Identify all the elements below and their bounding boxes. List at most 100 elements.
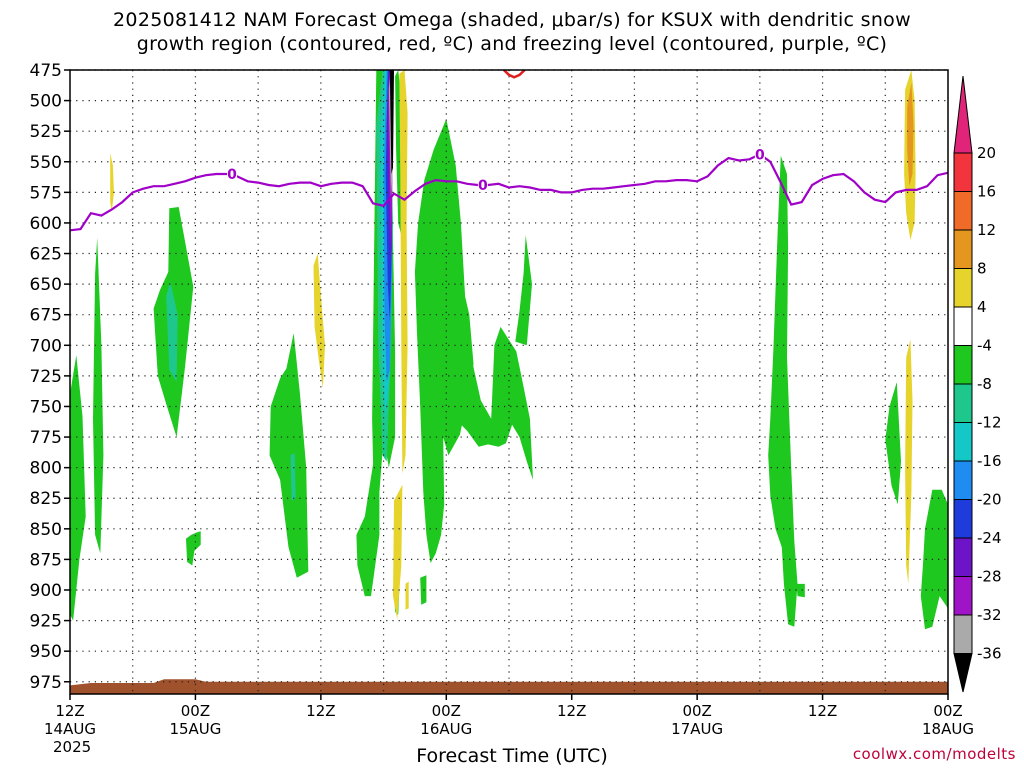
- omega-region-30: [405, 581, 409, 610]
- x-tick-time-5: 00Z: [682, 702, 711, 720]
- y-tick-label-750: 750: [30, 397, 62, 417]
- omega-region-24: [885, 382, 901, 505]
- omega-region-0: [70, 355, 86, 621]
- colorbar-swatch-9: [953, 460, 973, 500]
- colorbar-swatch-14: [953, 653, 973, 693]
- colorbar-label-5: -4: [977, 337, 992, 355]
- colorbar-label-7: -12: [977, 414, 1002, 432]
- credit-link[interactable]: coolwx.com/modelts: [852, 745, 1016, 763]
- y-tick-label-875: 875: [30, 550, 62, 570]
- x-tick-time-1: 00Z: [181, 702, 210, 720]
- y-tick-label-475: 475: [30, 61, 62, 81]
- omega-region-18: [448, 302, 533, 480]
- freezing-level-line: [70, 153, 948, 232]
- colorbar-label-10: -24: [977, 529, 1002, 547]
- ground-fill: [70, 679, 948, 694]
- x-tick-time-7: 00Z: [933, 702, 962, 720]
- x-tick-date-5: 17AUG: [671, 720, 723, 738]
- colorbar-label-13: -36: [977, 645, 1002, 663]
- x-tick-date-3: 16AUG: [420, 720, 472, 738]
- omega-region-4: [186, 531, 201, 566]
- x-tick-time-6: 12Z: [808, 702, 837, 720]
- freezing-label-bg-1: [477, 177, 488, 193]
- omega-region-19: [515, 235, 532, 346]
- y-tick-label-575: 575: [30, 183, 62, 203]
- omega-shading: [70, 70, 948, 694]
- colorbar-swatch-6: [953, 345, 973, 385]
- freezing-label-0: 0: [227, 167, 237, 183]
- x-tick-time-3: 00Z: [432, 702, 461, 720]
- colorbar-label-0: 20: [977, 144, 996, 162]
- omega-region-3: [166, 281, 178, 382]
- omega-region-20: [420, 575, 427, 605]
- omega-region-33: [905, 339, 913, 584]
- x-tick-date-7: 18AUG: [922, 720, 974, 738]
- y-tick-label-850: 850: [30, 520, 62, 540]
- chart-title: 2025081412 NAM Forecast Omega (shaded, μ…: [113, 9, 911, 31]
- y-tick-label-625: 625: [30, 245, 62, 265]
- dgz-contour: [502, 70, 526, 79]
- omega-region-22: [768, 155, 798, 627]
- colorbar-swatch-1: [953, 152, 973, 192]
- y-tick-label-800: 800: [30, 459, 62, 479]
- x-axis-title: Forecast Time (UTC): [416, 745, 608, 767]
- plot-frame: [69, 69, 949, 695]
- y-tick-label-975: 975: [30, 673, 62, 693]
- y-tick-label-700: 700: [30, 336, 62, 356]
- y-tick-label-925: 925: [30, 612, 62, 632]
- freezing-label-bg-0: [227, 166, 238, 181]
- colorbar-label-12: -32: [977, 606, 1002, 624]
- omega-region-32: [907, 82, 914, 187]
- colorbar-label-4: 4: [977, 298, 987, 316]
- y-tick-label-675: 675: [30, 306, 62, 326]
- colorbar-label-6: -8: [977, 375, 992, 393]
- omega-region-5: [269, 333, 309, 578]
- omega-region-28: [399, 70, 408, 474]
- x-tick-date-1: 15AUG: [169, 720, 221, 738]
- colorbar-label-3: 8: [977, 260, 987, 278]
- y-tick-label-725: 725: [30, 367, 62, 387]
- x-tick-time-4: 12Z: [557, 702, 586, 720]
- omega-region-17: [414, 118, 474, 564]
- colorbar: 20 16 12 8 4 -4 -8 -12 -16 -20 -24 -28 -32 -36: [953, 75, 1002, 693]
- y-tick-label-900: 900: [30, 581, 62, 601]
- y-tick-label-500: 500: [30, 92, 62, 112]
- colorbar-swatch-0: [953, 75, 973, 154]
- chart-subtitle: growth region (contoured, red, ºC) and f…: [136, 33, 888, 55]
- freezing-label-1: 0: [478, 178, 488, 194]
- colorbar-swatch-13: [953, 614, 973, 654]
- colorbar-swatch-5: [953, 306, 973, 346]
- colorbar-swatch-8: [953, 422, 973, 462]
- omega-region-26: [110, 153, 114, 212]
- colorbar-label-1: 16: [977, 183, 996, 201]
- colorbar-swatch-12: [953, 576, 973, 616]
- year-label: 2025: [53, 738, 92, 756]
- y-tick-label-550: 550: [30, 153, 62, 173]
- colorbar-swatch-11: [953, 537, 973, 577]
- y-tick-label-650: 650: [30, 275, 62, 295]
- freezing-label-bg-2: [754, 146, 765, 162]
- colorbar-swatch-3: [953, 229, 973, 269]
- colorbar-swatch-2: [953, 191, 973, 231]
- contour-overlays: 0 0 0: [70, 70, 948, 232]
- omega-region-25: [920, 489, 948, 630]
- y-tick-label-775: 775: [30, 428, 62, 448]
- omega-region-23: [796, 583, 805, 598]
- x-tick-time-0: 12Z: [55, 702, 84, 720]
- colorbar-swatch-7: [953, 383, 973, 423]
- y-tick-label-525: 525: [30, 122, 62, 142]
- x-tick-time-2: 12Z: [306, 702, 335, 720]
- colorbar-swatch-10: [953, 499, 973, 539]
- colorbar-label-8: -16: [977, 452, 1002, 470]
- omega-region-29: [393, 484, 403, 620]
- omega-region-6: [290, 453, 296, 501]
- colorbar-label-11: -28: [977, 568, 1002, 586]
- colorbar-swatch-4: [953, 268, 973, 308]
- omega-region-27: [313, 253, 325, 389]
- freezing-label-2: 0: [755, 147, 765, 163]
- y-tick-label-950: 950: [30, 642, 62, 662]
- colorbar-label-9: -20: [977, 491, 1002, 509]
- y-axis: 475 500 525 550 575 600 625 650 675 700 725 750 775 8…: [30, 61, 70, 693]
